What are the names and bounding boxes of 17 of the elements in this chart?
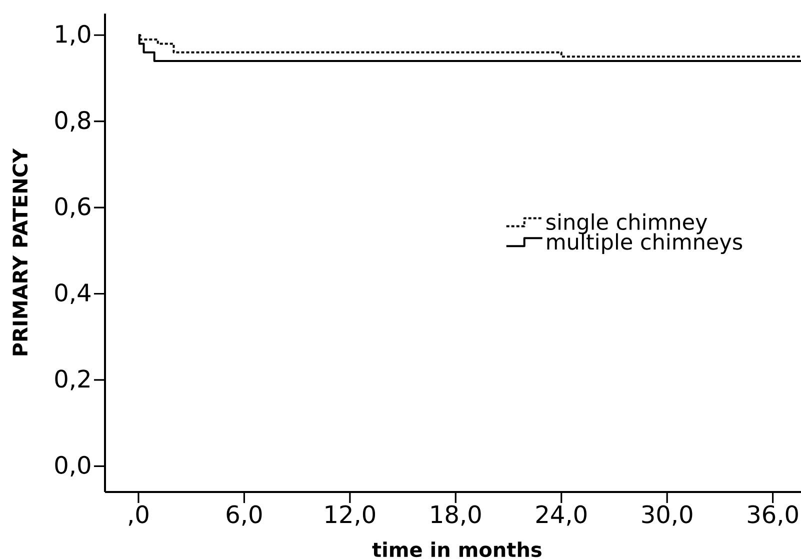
x-tick-label: 30,0 [642,505,692,526]
legend-label: single chimney [546,213,708,234]
y-tick-label: 0,0 [55,456,90,476]
x-axis-title: time in months [372,542,542,558]
y-tick-label: 0,8 [55,111,90,132]
y-axis-title: PRIMARY PATENCY [12,148,28,356]
x-tick-label: 6,0 [226,505,262,526]
x-tick-label: 18,0 [432,505,481,526]
y-tick-label: 0,6 [55,197,90,218]
legend-label: multiple chimneys [547,233,742,254]
x-tick-label: 12,0 [326,505,376,526]
y-tick-label: 1,0 [56,24,90,46]
y-tick-label: 0,4 [55,283,90,304]
y-tick-label: 0,2 [55,370,90,390]
x-tick-label: ,0 [128,505,148,526]
x-tick-label: 24,0 [536,505,586,526]
x-tick-label: 36,0 [748,505,798,526]
